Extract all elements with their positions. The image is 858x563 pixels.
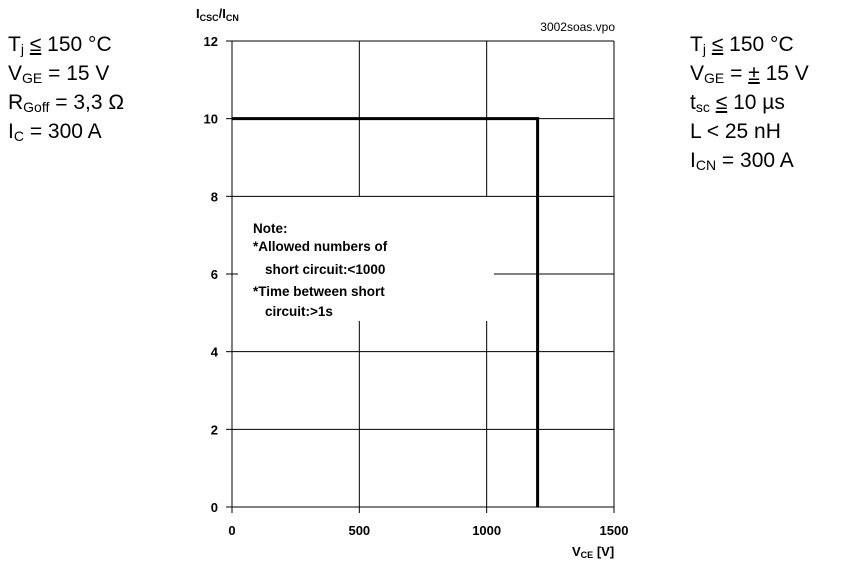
condition-tsc: tsc ≤ 10 µs [690,91,785,115]
soa-boundary-line [232,117,540,507]
condition-tj: Tj ≤ 150 °C [690,33,794,57]
x-tick-label: 0 [228,523,235,538]
note-box [238,197,494,321]
note-line: Note: [253,221,288,236]
note-line: short circuit:<1000 [265,262,385,277]
x-tick-label: 1500 [600,523,629,538]
condition-ic: IC = 300 A [8,120,102,144]
note: Note: *Allowed numbers of short circuit:… [253,221,391,319]
condition-vge: VGE = 15 V [8,62,110,86]
y-tick-label: 10 [204,112,218,127]
y-tick-label: 2 [211,422,218,437]
conditions-right: Tj ≤ 150 °C VGE = ± 15 V tsc ≤ 10 µs L <… [690,30,809,175]
x-axis-label: VCE [V] [572,544,614,560]
conditions-left: Tj ≤ 150 °C VGE = 15 V RGoff = 3,3 Ω IC … [8,30,124,146]
file-label: 3002soas.vpo [540,20,615,34]
y-tick-label: 6 [211,267,218,282]
y-tick-label: 4 [211,345,219,360]
x-tick-label: 1000 [472,523,501,538]
condition-vge: VGE = ± 15 V [690,62,809,86]
tick-labels: 0 2 4 6 8 10 12 0 500 1000 1500 [204,34,629,538]
condition-tj: Tj ≤ 150 °C [8,33,112,57]
series [232,117,540,507]
y-tick-label: 12 [204,34,218,49]
y-axis-label: ICSC/ICN [196,6,239,23]
x-tick-label: 500 [348,523,370,538]
condition-icn: ICN = 300 A [690,149,794,173]
note-line: *Allowed numbers of [253,239,388,254]
note-line: *Time between short [253,284,385,299]
note-line: circuit:>1s [265,304,333,319]
condition-inductance: L < 25 nH [690,120,781,143]
y-tick-label: 8 [211,189,218,204]
y-tick-label: 0 [211,500,218,515]
condition-rgoff: RGoff = 3,3 Ω [8,91,125,115]
